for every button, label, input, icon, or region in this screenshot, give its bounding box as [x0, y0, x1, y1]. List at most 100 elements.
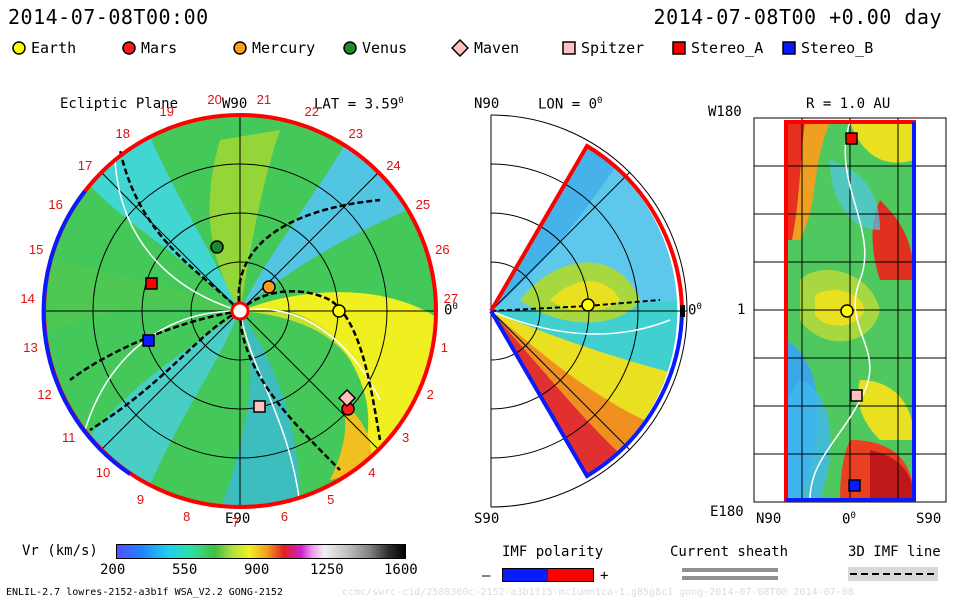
earth-marker-meridional [581, 298, 595, 312]
maven-marker-icon [451, 39, 469, 57]
legend-venus: Venus [343, 39, 407, 57]
ecliptic-zero-label: 00 [444, 302, 458, 319]
radial-w180-label: W180 [708, 104, 742, 120]
radial-n90-label: N90 [756, 511, 782, 527]
legend-label: Stereo_B [801, 39, 874, 57]
earth-marker-radial [840, 304, 854, 318]
carrington-number: 6 [280, 509, 289, 525]
carrington-number: 24 [386, 157, 401, 173]
date-right: 2014-07-08T00 +0.00 day [653, 5, 942, 29]
legend-label: Maven [474, 39, 520, 57]
legend-label: Stereo_A [691, 39, 764, 57]
ecliptic-e90-label: E90 [225, 511, 251, 527]
carrington-number: 13 [23, 339, 38, 355]
legend-spitzer: Spitzer [562, 39, 644, 57]
radial-map-plot [753, 117, 947, 503]
carrington-number: 23 [348, 125, 363, 141]
model-info: ENLIL-2.7 lowres-2152-a3b1f WSA_V2.2 GON… [6, 587, 283, 598]
mercury-marker [262, 280, 276, 294]
carrington-number: 9 [136, 492, 145, 508]
imf-positive-swatch [548, 569, 593, 581]
imf-negative-swatch [503, 569, 548, 581]
legend-label: Venus [362, 39, 408, 57]
colorbar-tick: 1600 [384, 562, 418, 578]
spitzer-marker [253, 400, 266, 413]
stereo-b-marker-icon [782, 41, 796, 55]
legend-earth: Earth [12, 39, 76, 57]
velocity-colorbar [116, 544, 406, 559]
legend-maven: Maven [451, 39, 519, 57]
earth-marker [332, 304, 346, 318]
carrington-number: 17 [77, 157, 93, 173]
carrington-number: 27 [443, 290, 459, 306]
ecliptic-plane-plot [41, 113, 438, 509]
legend-label: Spitzer [581, 39, 645, 57]
current-sheath-label: Current sheath [670, 544, 789, 560]
carrington-number: 10 [95, 465, 111, 481]
ecliptic-w90-label: W90 [222, 96, 248, 112]
imf-minus: – [482, 568, 491, 584]
carrington-number: 19 [159, 103, 174, 119]
mars-marker-icon [122, 41, 136, 55]
carrington-number: 5 [327, 492, 335, 508]
current-sheath-swatch [682, 568, 778, 580]
radial-e180-label: E180 [710, 504, 744, 520]
mercury-marker-icon [233, 41, 247, 55]
legend-label: Earth [31, 39, 77, 57]
meridional-south-label: S90 [474, 511, 500, 527]
date-left: 2014-07-08T00:00 [8, 5, 209, 29]
carrington-number: 4 [368, 465, 376, 481]
radius-label: R = 1.0 AU [806, 96, 891, 112]
imf-line-label: 3D IMF line [848, 544, 941, 560]
watermark: ccmc/swrc-cid/2580300c-2152-a3b1f15-mc1u… [342, 587, 854, 598]
meridional-zero-label: 00 [688, 302, 702, 319]
venus-marker [210, 240, 224, 254]
stereo-b-marker [142, 334, 155, 347]
carrington-number: 21 [256, 92, 272, 108]
stereo-b-marker-radial [848, 479, 861, 492]
imf-polarity-bar [502, 568, 594, 582]
radial-1-label: 1 [737, 302, 746, 318]
carrington-number: 18 [115, 125, 130, 141]
legend-stereo-a: Stereo_A [672, 39, 763, 57]
carrington-number: 20 [207, 92, 222, 108]
carrington-number: 8 [183, 509, 191, 525]
venus-marker-icon [343, 41, 357, 55]
colorbar-tick: 900 [244, 562, 270, 578]
legend-label: Mars [141, 39, 178, 57]
carrington-number: 16 [48, 197, 63, 212]
legend-label: Mercury [252, 39, 316, 57]
stereo-a-marker [145, 277, 158, 290]
imf-line-swatch [848, 567, 938, 581]
carrington-number: 15 [28, 242, 44, 258]
meridional-north-label: N90 [474, 96, 500, 112]
carrington-number: 26 [435, 242, 450, 258]
imf-polarity-label: IMF polarity [502, 544, 604, 560]
carrington-number: 11 [61, 429, 76, 445]
carrington-number: 22 [304, 103, 319, 119]
meridional-plane-plot [489, 114, 688, 508]
radial-zero-label: 00 [842, 511, 856, 528]
earth-marker-icon [12, 41, 26, 55]
ecliptic-title: Ecliptic Plane [60, 96, 179, 112]
colorbar-tick: 550 [172, 562, 198, 578]
imf-plus: + [600, 568, 609, 584]
lon-label: LON = 00 [538, 96, 603, 113]
stereo-a-marker-radial [845, 132, 858, 145]
colorbar-tick: 200 [100, 562, 126, 578]
colorbar-label: Vr (km/s) [22, 543, 98, 559]
carrington-number: 12 [37, 386, 52, 402]
carrington-number: 25 [415, 197, 431, 212]
carrington-number: 2 [426, 386, 434, 402]
lat-label: LAT = 3.590 [314, 96, 404, 113]
colorbar-tick: 1250 [310, 562, 344, 578]
radial-s90-label: S90 [916, 511, 942, 527]
carrington-number: 3 [402, 429, 410, 445]
legend-mars: Mars [122, 39, 177, 57]
carrington-number: 1 [440, 339, 448, 355]
stereo-a-marker-icon [672, 41, 686, 55]
maven-marker [337, 388, 357, 408]
carrington-number: 14 [20, 290, 35, 306]
spitzer-marker-radial [850, 389, 863, 402]
carrington-number: 7 [232, 515, 240, 530]
